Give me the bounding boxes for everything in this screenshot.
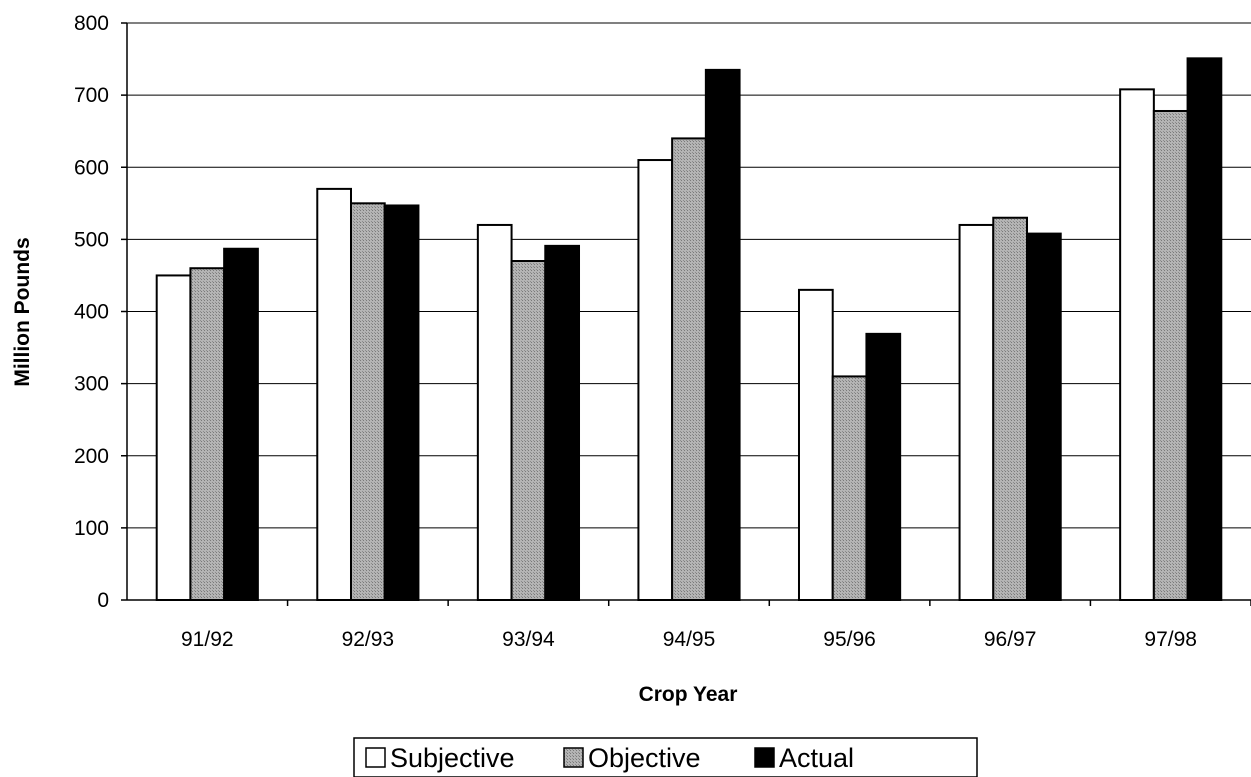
bar-objective-97-98 bbox=[1152, 109, 1189, 602]
bar-actual-96-97 bbox=[1026, 232, 1062, 601]
y-tick-labels: 0 100 200 300 400 500 600 700 800 bbox=[74, 12, 109, 612]
y-tick-label: 0 bbox=[97, 589, 109, 612]
x-tick-label: 95/96 bbox=[823, 628, 876, 651]
x-tick-label: 93/94 bbox=[502, 628, 555, 651]
x-tick-labels: 91/92 92/93 93/94 94/95 95/96 96/97 97/98 bbox=[181, 628, 1197, 651]
bar-actual-97-98 bbox=[1186, 57, 1223, 602]
bar-objective-92-93 bbox=[349, 202, 386, 601]
y-tick-label: 300 bbox=[74, 373, 109, 396]
bar-subjective-94-95 bbox=[637, 159, 674, 601]
legend-swatch-actual bbox=[754, 747, 775, 768]
legend-frame bbox=[353, 737, 978, 777]
bar-subjective-91-92 bbox=[155, 274, 192, 601]
legend-label-objective: Objective bbox=[588, 743, 701, 773]
y-tick-label: 100 bbox=[74, 517, 109, 540]
y-tick-label: 600 bbox=[74, 156, 109, 179]
x-tick-label: 94/95 bbox=[663, 628, 716, 651]
y-tick-label: 200 bbox=[74, 445, 109, 468]
bar-subjective-97-98 bbox=[1119, 88, 1155, 601]
bar-subjective-95-96 bbox=[797, 288, 834, 601]
bars bbox=[155, 57, 1223, 602]
x-tick-label: 92/93 bbox=[342, 628, 395, 651]
legend-label-subjective: Subjective bbox=[390, 743, 515, 773]
bar-actual-91-92 bbox=[223, 247, 259, 601]
bar-objective-96-97 bbox=[992, 216, 1029, 602]
y-tick-label: 500 bbox=[74, 228, 109, 251]
y-tick-label: 400 bbox=[74, 301, 109, 324]
x-axis-title: Crop Year bbox=[639, 683, 738, 706]
legend-label-actual: Actual bbox=[779, 743, 854, 773]
bar-actual-94-95 bbox=[704, 68, 741, 602]
legend-swatch-subjective bbox=[365, 747, 386, 768]
bar-objective-94-95 bbox=[671, 137, 707, 601]
axes bbox=[121, 22, 1251, 606]
bar-objective-91-92 bbox=[189, 267, 226, 601]
bar-actual-93-94 bbox=[544, 244, 581, 602]
y-tick-label: 700 bbox=[74, 84, 109, 107]
bar-subjective-92-93 bbox=[316, 187, 352, 601]
bar-actual-95-96 bbox=[865, 332, 902, 601]
bar-actual-92-93 bbox=[383, 204, 420, 601]
x-tick-label: 97/98 bbox=[1144, 628, 1197, 651]
bar-objective-93-94 bbox=[510, 260, 547, 601]
bar-subjective-96-97 bbox=[958, 223, 995, 601]
y-tick-label: 800 bbox=[74, 12, 109, 35]
x-tick-label: 96/97 bbox=[984, 628, 1037, 651]
x-tick-label: 91/92 bbox=[181, 628, 234, 651]
bar-objective-95-96 bbox=[831, 375, 868, 601]
legend-swatch-objective bbox=[563, 747, 584, 768]
y-axis-title: Million Pounds bbox=[11, 237, 34, 386]
legend: Subjective Objective Actual bbox=[353, 737, 978, 777]
bar-subjective-93-94 bbox=[476, 223, 513, 601]
